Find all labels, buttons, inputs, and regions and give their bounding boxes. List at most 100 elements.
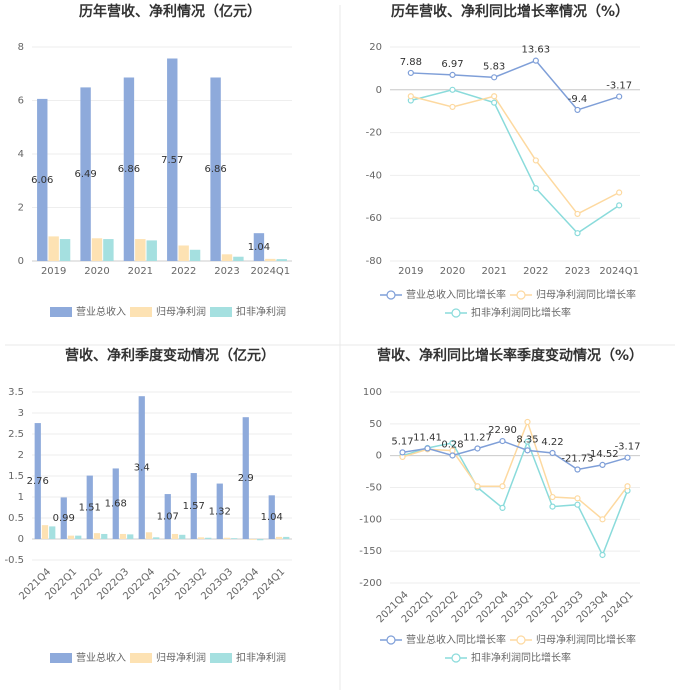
bar [210, 77, 221, 262]
value-label: 6.86 [118, 164, 140, 175]
legend-label: 归母净利润同比增长率 [536, 633, 636, 646]
y-tick-label: -80 [366, 256, 382, 267]
x-tick-label: 2021 [481, 266, 506, 277]
bar [59, 239, 71, 261]
bar [75, 535, 82, 539]
bar [41, 525, 49, 539]
point [532, 57, 539, 64]
point [616, 93, 623, 100]
legend-label: 营业总收入 [76, 305, 126, 318]
y-tick-label: 0 [376, 451, 382, 462]
x-tick-label: 2019 [41, 266, 66, 277]
point [449, 103, 456, 111]
bar [153, 537, 160, 539]
value-label: 1.57 [183, 501, 205, 512]
value-label: 11.27 [463, 432, 492, 443]
y-tick-label: -0.5 [4, 555, 24, 566]
value-label: -9.4 [568, 94, 588, 105]
legend-swatch [130, 653, 152, 663]
bar [86, 475, 93, 539]
value-label: 7.57 [161, 155, 183, 166]
value-label: 0.99 [53, 513, 75, 524]
bar [138, 396, 145, 539]
point [449, 86, 456, 93]
y-tick-label: -200 [359, 578, 382, 589]
bar [178, 245, 189, 261]
bar [112, 468, 119, 539]
bar [190, 473, 197, 539]
value-label: 5.17 [391, 436, 413, 447]
y-tick-label: 0 [18, 534, 24, 545]
y-tick-label: 20 [369, 42, 382, 53]
point [474, 483, 481, 490]
line [402, 439, 629, 557]
y-tick-label: -150 [359, 546, 382, 557]
legend-swatch [516, 635, 526, 645]
point [549, 449, 556, 457]
legend-swatch [451, 653, 461, 663]
bar [167, 58, 178, 261]
value-label: 1.32 [209, 506, 231, 517]
value-label: -3.17 [606, 81, 632, 92]
point [599, 551, 606, 559]
value-label: 5.83 [483, 61, 505, 72]
value-label: 3.4 [134, 463, 150, 474]
value-label: 8.35 [516, 434, 538, 445]
legend-label: 扣非净利润同比增长率 [471, 651, 571, 664]
x-tick-label: 2024Q1 [599, 266, 639, 277]
bar [242, 417, 249, 539]
bar [275, 536, 283, 539]
value-label: 4.22 [541, 437, 563, 448]
y-tick-label: -60 [366, 213, 382, 224]
bar [145, 532, 153, 539]
point [624, 483, 631, 490]
value-label: 6.49 [74, 169, 96, 180]
bar [103, 239, 114, 261]
chart-title: 历年营收、净利同比增长率情况（%） [391, 3, 629, 20]
x-tick-label: 2023 [214, 266, 239, 277]
legend-swatch [210, 307, 232, 317]
y-tick-label: 3.5 [8, 387, 24, 398]
legend-label: 扣非净利润 [236, 651, 286, 664]
point [574, 106, 581, 114]
y-tick-label: 50 [369, 419, 382, 430]
value-label: 6.97 [441, 59, 463, 70]
value-label: 6.06 [31, 175, 53, 186]
value-label: 1.51 [79, 502, 101, 513]
value-label: 6.86 [204, 164, 226, 175]
x-tick-label: 2024Q1 [250, 266, 290, 277]
point [524, 418, 531, 426]
legend-label: 营业总收入同比增长率 [406, 633, 506, 646]
y-tick-label: 6 [18, 96, 24, 107]
chart-title: 历年营收、净利情况（亿元） [79, 3, 261, 20]
bar [189, 249, 201, 261]
value-label: 1.07 [157, 512, 179, 523]
legend-swatch [451, 308, 461, 318]
y-tick-label: 3 [18, 408, 24, 419]
legend-label: 归母净利润 [156, 305, 206, 318]
bar [48, 236, 59, 261]
legend-label: 营业总收入同比增长率 [406, 288, 506, 301]
point [499, 504, 506, 511]
y-tick-label: 8 [18, 42, 24, 53]
bar [164, 494, 171, 539]
y-tick-label: 0 [376, 85, 382, 96]
point [574, 466, 581, 473]
legend-swatch [210, 653, 232, 663]
point [524, 447, 531, 454]
x-tick-label: 2022 [171, 266, 196, 277]
bar [265, 258, 276, 261]
line [410, 95, 620, 215]
bar [253, 233, 265, 261]
value-label: 2.9 [238, 473, 254, 484]
legend-swatch [516, 290, 526, 300]
value-label: -3.17 [615, 442, 641, 453]
value-label: 0.28 [441, 439, 463, 450]
point [491, 74, 498, 81]
bar [249, 539, 257, 540]
point [499, 437, 506, 445]
line [410, 59, 620, 111]
point [499, 483, 506, 490]
y-tick-label: -50 [366, 483, 382, 494]
legend-label: 归母净利润同比增长率 [536, 288, 636, 301]
